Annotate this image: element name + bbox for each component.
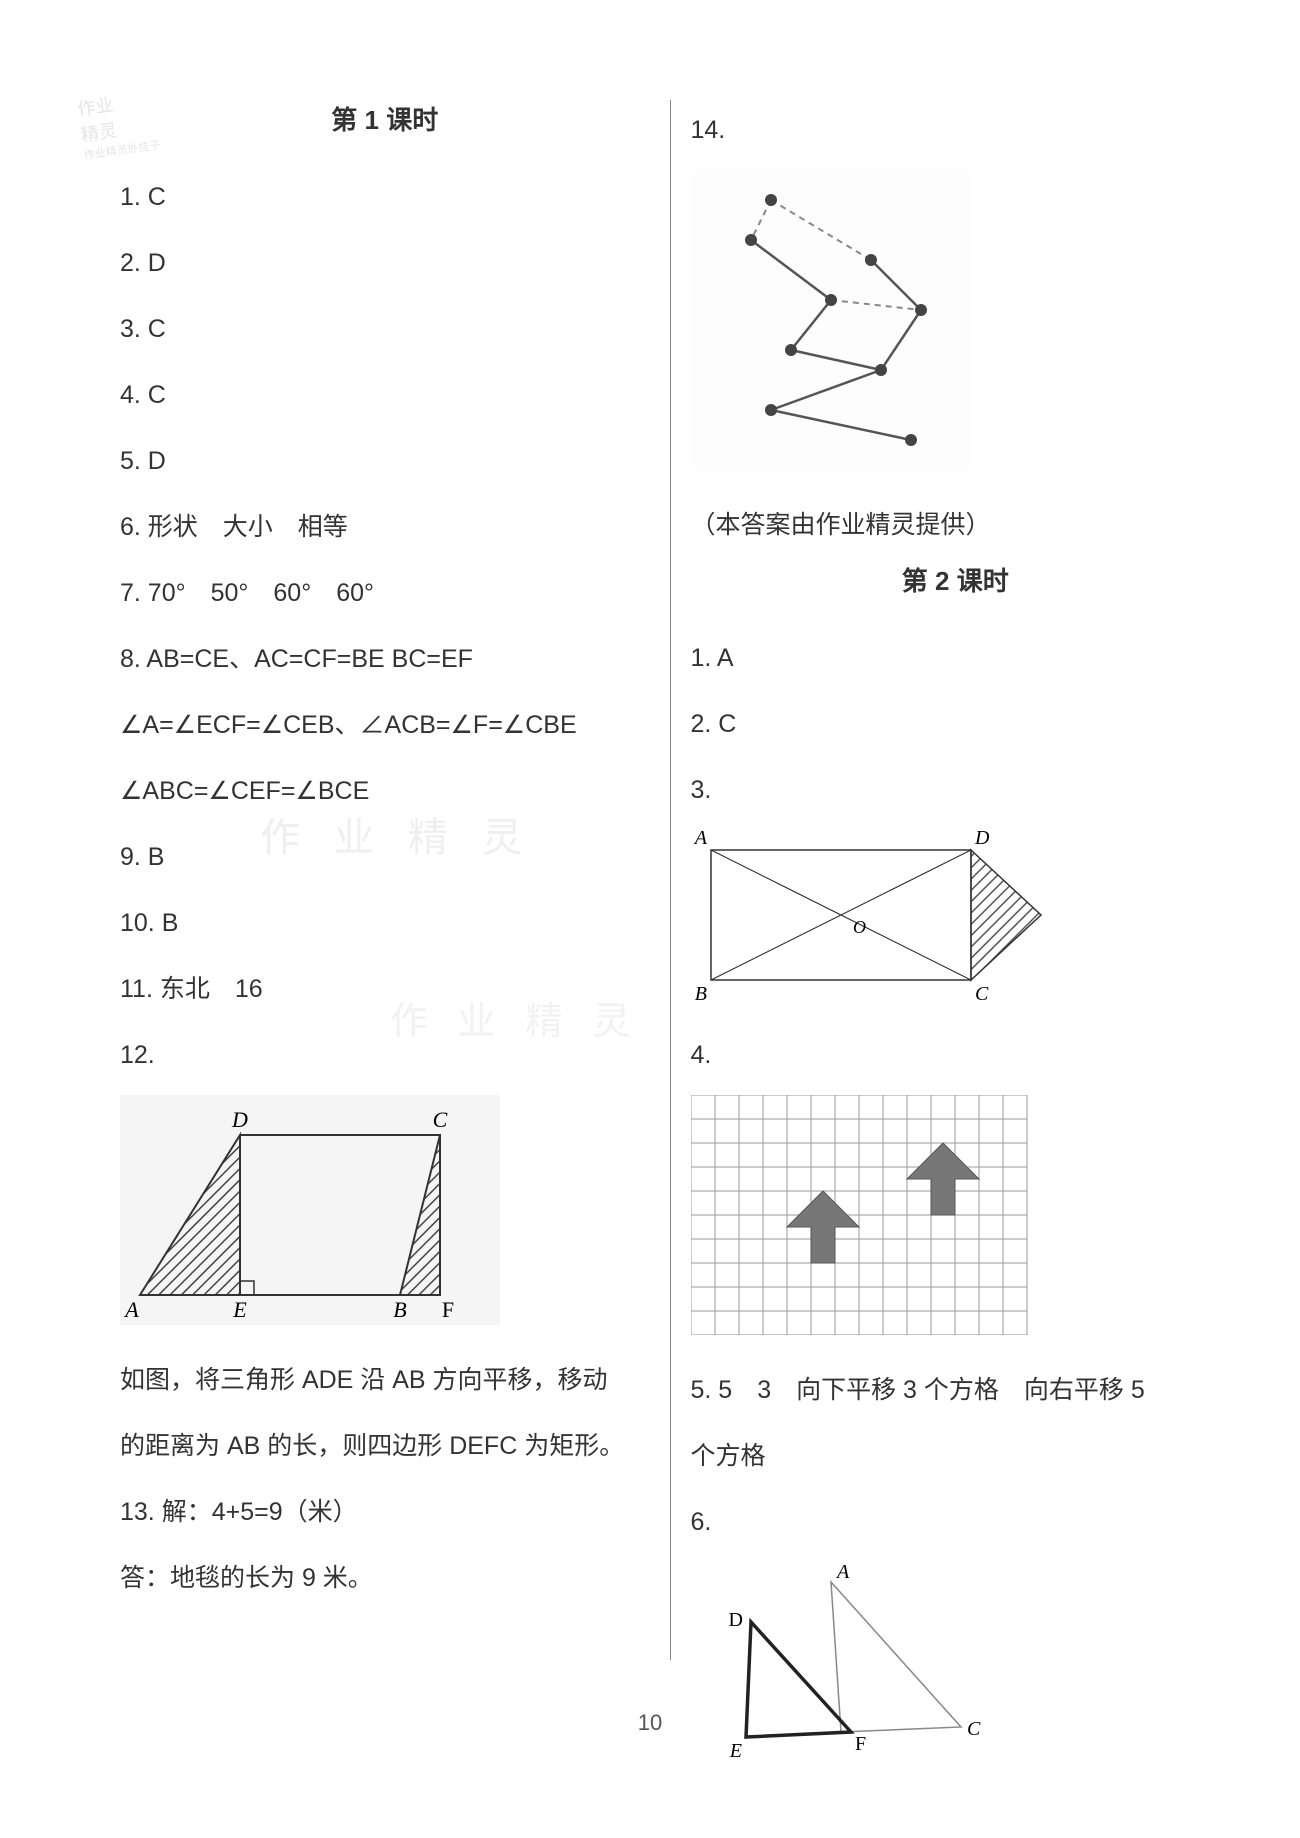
answer-line: ∠A=∠ECF=∠CEB、∠ACB=∠F=∠CBE — [120, 695, 650, 755]
svg-text:D: D — [974, 830, 990, 849]
svg-text:B: B — [694, 983, 706, 1000]
q3-figure: A D B C O — [691, 830, 1221, 1005]
q12-figure: D C A E B F — [120, 1095, 650, 1330]
svg-text:E: E — [232, 1297, 247, 1322]
q14-svg — [691, 170, 971, 470]
q12-text: 的距离为 AB 的长，则四边形 DEFC 为矩形。 — [120, 1416, 650, 1476]
svg-text:B: B — [393, 1297, 406, 1322]
q12-svg: D C A E B F — [120, 1095, 500, 1325]
svg-text:A: A — [835, 1562, 850, 1583]
q6-label: 6. — [691, 1492, 1221, 1552]
svg-text:C: C — [433, 1107, 448, 1132]
answer-line: 7. 70° 50° 60° 60° — [120, 563, 650, 623]
section-2-title: 第 2 课时 — [691, 561, 1221, 598]
answer-line: 3. — [691, 760, 1221, 820]
answer-line: 5. D — [120, 431, 650, 491]
q3-svg: A D B C O — [691, 830, 1051, 1000]
svg-text:E: E — [728, 1740, 741, 1762]
q6-svg: A D E F C — [691, 1562, 991, 1762]
q13-text: 13. 解：4+5=9（米） — [120, 1482, 650, 1542]
page-content: 第 1 课时 1. C 2. D 3. C 4. C 5. D 6. 形状 大小… — [0, 0, 1300, 1700]
svg-text:F: F — [855, 1733, 866, 1755]
answer-line: 8. AB=CE、AC=CF=BE BC=EF — [120, 629, 650, 689]
q13-text: 答：地毯的长为 9 米。 — [120, 1548, 650, 1608]
answer-line: 2. D — [120, 233, 650, 293]
q4-svg — [691, 1095, 1031, 1335]
watermark-mid-2: 作 业 精 灵 — [390, 990, 641, 1045]
q14-figure — [691, 170, 1221, 475]
answer-line: 1. C — [120, 167, 650, 227]
svg-text:D: D — [728, 1609, 742, 1631]
answer-line: 3. C — [120, 299, 650, 359]
answer-line: 4. C — [120, 365, 650, 425]
svg-text:A: A — [692, 830, 707, 849]
watermark-mid-1: 作 业 精 灵 — [260, 805, 534, 863]
section-1-title: 第 1 课时 — [120, 100, 650, 137]
svg-text:C: C — [975, 983, 989, 1000]
answer-line: 6. 形状 大小 相等 — [120, 497, 650, 557]
svg-text:F: F — [442, 1297, 454, 1322]
q6-figure: A D E F C — [691, 1562, 1221, 1767]
q14-label: 14. — [691, 100, 1221, 160]
q5-text: 个方格 — [691, 1426, 1221, 1486]
svg-text:O: O — [853, 917, 866, 937]
q14-credit: （本答案由作业精灵提供） — [691, 495, 1221, 555]
answer-line: 2. C — [691, 694, 1221, 754]
q12-text: 如图，将三角形 ADE 沿 AB 方向平移，移动 — [120, 1350, 650, 1410]
q5-text: 5. 5 3 向下平移 3 个方格 向右平移 5 — [691, 1360, 1221, 1420]
q4-figure — [691, 1095, 1221, 1340]
watermark-top-left: 作业 精灵 作业精灵外挂子 — [76, 85, 162, 163]
answer-line: 10. B — [120, 893, 650, 953]
answer-line: 1. A — [691, 628, 1221, 688]
left-column: 第 1 课时 1. C 2. D 3. C 4. C 5. D 6. 形状 大小… — [100, 100, 671, 1660]
right-column: 14. （本答案由作业精灵提供） 第 2 课时 1. A 2. C 3. A D B… — [671, 100, 1241, 1660]
q4-label: 4. — [691, 1025, 1221, 1085]
svg-text:C: C — [967, 1718, 981, 1740]
svg-text:D: D — [231, 1107, 248, 1132]
svg-text:A: A — [123, 1297, 139, 1322]
